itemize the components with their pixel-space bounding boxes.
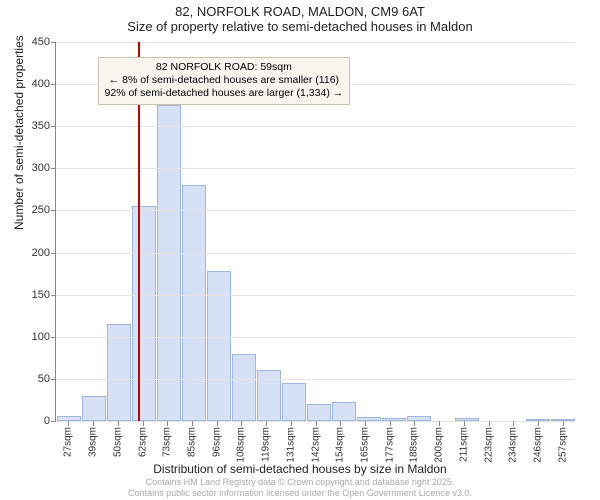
plot-area: 05010015020025030035040045027sqm39sqm50s… — [55, 42, 575, 422]
histogram-bar — [182, 185, 206, 421]
ytick-label: 400 — [32, 78, 56, 90]
annotation-line2: ← 8% of semi-detached houses are smaller… — [105, 74, 344, 87]
chart-area: 05010015020025030035040045027sqm39sqm50s… — [55, 42, 575, 422]
y-axis-label: Number of semi-detached properties — [12, 35, 26, 230]
xtick-label: 85sqm — [186, 427, 197, 457]
footer-attribution: Contains HM Land Registry data © Crown c… — [0, 477, 600, 498]
xtick-label: 62sqm — [137, 427, 148, 457]
xtick-label: 200sqm — [434, 427, 445, 463]
xtick-label: 211sqm — [458, 427, 469, 462]
ytick-label: 250 — [32, 204, 56, 216]
ytick-label: 350 — [32, 120, 56, 132]
annotation-line3: 92% of semi-detached houses are larger (… — [105, 87, 344, 100]
annotation-line1: 82 NORFOLK ROAD: 59sqm — [105, 61, 344, 74]
chart-title-line2: Size of property relative to semi-detach… — [0, 19, 600, 34]
ytick-label: 450 — [32, 36, 56, 48]
xtick-label: 131sqm — [285, 427, 296, 463]
histogram-bar — [307, 404, 331, 421]
xtick-label: 142sqm — [310, 427, 321, 463]
histogram-bar — [82, 396, 106, 421]
footer-line1: Contains HM Land Registry data © Crown c… — [0, 477, 600, 487]
xtick-label: 96sqm — [211, 427, 222, 457]
histogram-bar — [232, 354, 256, 421]
ytick-label: 100 — [32, 331, 56, 343]
xtick-label: 223sqm — [483, 427, 494, 463]
histogram-bar — [107, 324, 131, 421]
xtick-label: 154sqm — [335, 427, 346, 463]
gridline — [56, 253, 575, 254]
gridline — [56, 126, 575, 127]
chart-title-block: 82, NORFOLK ROAD, MALDON, CM9 6AT Size o… — [0, 0, 600, 34]
xtick-label: 234sqm — [508, 427, 519, 463]
ytick-label: 50 — [38, 373, 56, 385]
gridline — [56, 42, 575, 43]
ytick-label: 200 — [32, 247, 56, 259]
histogram-bar — [157, 105, 181, 421]
ytick-label: 0 — [44, 415, 56, 427]
gridline — [56, 210, 575, 211]
gridline — [56, 295, 575, 296]
histogram-bar — [282, 383, 306, 421]
ytick-label: 300 — [32, 162, 56, 174]
gridline — [56, 168, 575, 169]
xtick-label: 73sqm — [162, 427, 173, 457]
xtick-label: 27sqm — [63, 427, 74, 457]
xtick-label: 177sqm — [384, 427, 395, 463]
footer-line2: Contains public sector information licen… — [0, 488, 600, 498]
histogram-bar — [332, 402, 356, 421]
chart-title-line1: 82, NORFOLK ROAD, MALDON, CM9 6AT — [0, 4, 600, 19]
annotation-box: 82 NORFOLK ROAD: 59sqm← 8% of semi-detac… — [98, 57, 351, 104]
xtick-label: 39sqm — [88, 427, 99, 457]
gridline — [56, 379, 575, 380]
xtick-label: 108sqm — [236, 427, 247, 463]
gridline — [56, 337, 575, 338]
xtick-label: 257sqm — [557, 427, 568, 463]
histogram-bar — [207, 271, 231, 421]
xtick-label: 188sqm — [409, 427, 420, 463]
xtick-label: 246sqm — [532, 427, 543, 463]
histogram-bar — [132, 206, 156, 421]
xtick-label: 165sqm — [359, 427, 370, 463]
xtick-label: 50sqm — [112, 427, 123, 457]
x-axis-label: Distribution of semi-detached houses by … — [0, 462, 600, 476]
ytick-label: 150 — [32, 289, 56, 301]
xtick-label: 119sqm — [261, 427, 272, 462]
